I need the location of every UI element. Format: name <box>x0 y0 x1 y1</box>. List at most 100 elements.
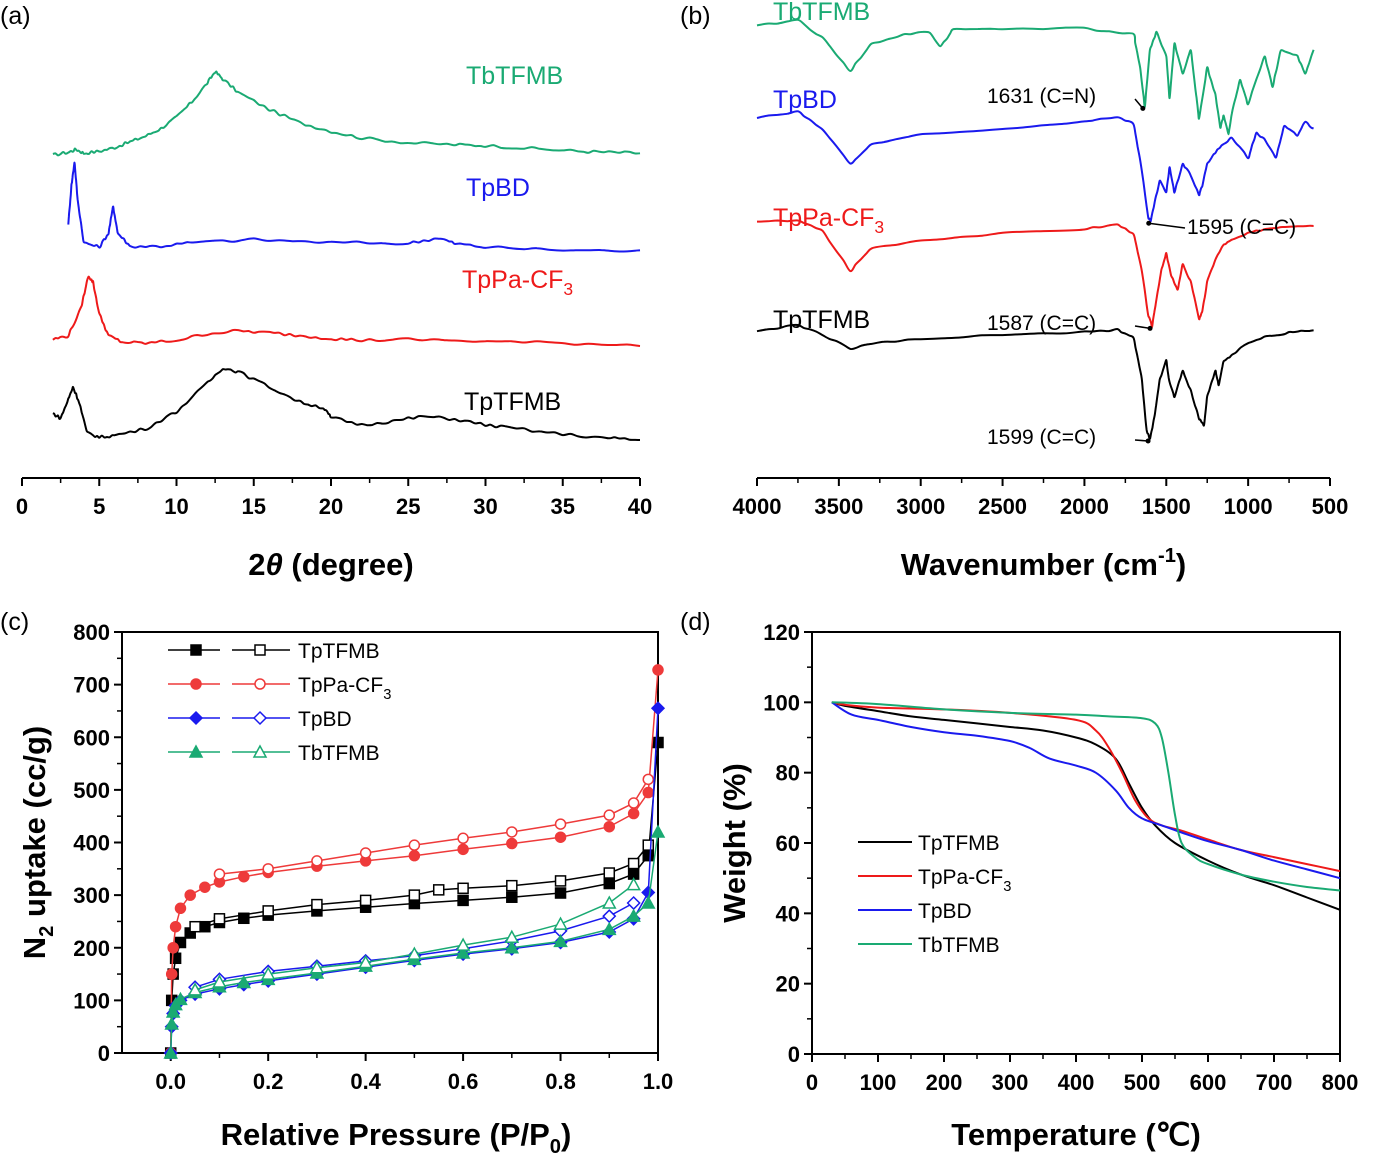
x-tick-label: 1.0 <box>643 1069 674 1094</box>
isotherm-point-TbTFMB <box>553 933 568 948</box>
y-tick-label: 400 <box>73 831 110 856</box>
isotherm-point-TpPa-CF3 <box>184 889 196 901</box>
peak-annotation: 1595 (C=C) <box>1187 216 1296 239</box>
series-label-TpBD: TpBD <box>466 174 530 202</box>
tga-line-TpTFMB <box>831 701 1341 911</box>
x-tick-label: 40 <box>628 494 652 519</box>
isotherm-point-TpBD <box>626 895 641 911</box>
isotherm-point-TpPa-CF3 <box>457 832 469 845</box>
annotation-arrow <box>1148 222 1186 229</box>
series-label-TpPa-CF3: TpPa-CF3 <box>462 266 573 299</box>
isotherm-point-TpPa-CF3 <box>642 786 655 799</box>
annotation-arrowhead <box>1146 220 1152 226</box>
isotherm-point-TpTFMB <box>457 894 469 907</box>
annotation-arrow <box>1134 325 1151 330</box>
x-axis-label: 2θ (degree) <box>248 547 413 582</box>
y-axis-label: N2 uptake (cc/g) <box>17 726 58 959</box>
isotherm-point-TbTFMB <box>504 940 520 954</box>
legend-label-TpTFMB: TpTFMB <box>298 640 380 663</box>
isotherm-point-TbTFMB <box>236 974 252 989</box>
legend-marker-filled <box>190 644 202 656</box>
y-tick-label: 500 <box>73 778 110 803</box>
legend-marker-filled <box>188 744 204 758</box>
y-tick-label: 300 <box>73 883 110 908</box>
isotherm-point-TpPa-CF3 <box>213 868 226 880</box>
x-tick-label: 0.0 <box>155 1069 186 1094</box>
x-tick-label: 15 <box>242 494 266 519</box>
isotherm-point-TbTFMB <box>164 1016 179 1030</box>
ftir-line-TpBD <box>756 110 1314 223</box>
isotherm-point-TpTFMB <box>652 736 664 749</box>
isotherm-point-TpTFMB <box>642 839 655 851</box>
isotherm-adsorption-TpPa-CF3 <box>169 669 659 1054</box>
isotherm-point-TpTFMB <box>432 884 445 896</box>
x-tick-label: 400 <box>1058 1070 1095 1095</box>
isotherm-point-TbTFMB <box>358 954 373 969</box>
x-tick-label: 0 <box>806 1070 818 1095</box>
legend-label-TpPa-CF3: TpPa-CF3 <box>298 674 391 703</box>
panel-label: (a) <box>0 2 31 30</box>
legend-marker-filled <box>190 678 202 690</box>
isotherm-point-TbTFMB <box>260 966 276 980</box>
y-axis-label: Weight (%) <box>717 763 752 923</box>
tga-line-TbTFMB <box>831 701 1341 892</box>
x-tick-label: 1500 <box>1142 494 1191 519</box>
isotherm-point-TpPa-CF3 <box>408 849 421 862</box>
x-axis-label: Wavenumber (cm-1) <box>901 545 1187 582</box>
series-label-TpPa-CF3: TpPa-CF3 <box>773 204 884 237</box>
peak-annotation: 1587 (C=C) <box>987 312 1096 335</box>
isotherm-point-TpPa-CF3 <box>627 797 640 809</box>
isotherm-point-TpTFMB <box>213 913 226 925</box>
isotherm-adsorption-TbTFMB <box>169 831 659 1054</box>
legend-marker-open <box>254 678 266 690</box>
x-tick-label: 3000 <box>896 494 945 519</box>
isotherm-point-TpTFMB <box>506 879 518 892</box>
isotherm-point-TpPa-CF3 <box>554 818 567 830</box>
x-tick-label: 2000 <box>1060 494 1109 519</box>
ftir-line-TpPa-CF3 <box>756 219 1314 329</box>
isotherm-point-TpBD <box>602 909 617 924</box>
isotherm-point-TpPa-CF3 <box>652 664 664 676</box>
isotherm-point-TpPa-CF3 <box>311 855 323 867</box>
xrd-line-TpBD <box>67 161 641 253</box>
x-tick-label: 500 <box>1312 494 1349 519</box>
isotherm-point-TbTFMB <box>650 824 666 838</box>
isotherm-point-TpPa-CF3 <box>603 820 616 833</box>
x-tick-label: 30 <box>473 494 497 519</box>
panel-d-tga: (d) 0 100 200 300 400 500 600 700 800 0 20 40 60 80 100… <box>680 608 1358 1152</box>
isotherm-point-TpPa-CF3 <box>408 839 421 851</box>
isotherm-point-TpPa-CF3 <box>457 843 469 856</box>
isotherm-point-TpPa-CF3 <box>199 881 211 893</box>
x-tick-label: 0 <box>16 494 28 519</box>
x-tick-label: 700 <box>1256 1070 1293 1095</box>
legend-label-TpPa-CF3: TpPa-CF3 <box>918 866 1011 895</box>
x-tick-label: 20 <box>319 494 343 519</box>
y-tick-label: 120 <box>763 620 800 645</box>
isotherm-point-TpTFMB <box>311 898 323 911</box>
isotherm-point-TbTFMB <box>455 937 471 951</box>
isotherm-point-TbTFMB <box>626 877 641 891</box>
y-tick-label: 100 <box>763 690 800 715</box>
isotherm-point-TpPa-CF3 <box>174 902 187 915</box>
peak-annotation: 1599 (C=C) <box>987 426 1096 449</box>
isotherm-point-TpPa-CF3 <box>262 863 274 875</box>
isotherm-point-TpPa-CF3 <box>642 773 655 786</box>
y-tick-label: 700 <box>73 673 110 698</box>
isotherm-point-TpPa-CF3 <box>169 920 182 933</box>
xrd-line-TbTFMB <box>52 70 641 157</box>
isotherm-desorption-TpPa-CF3 <box>219 778 649 875</box>
isotherm-point-TpTFMB <box>359 894 372 907</box>
isotherm-point-TpTFMB <box>627 857 640 870</box>
isotherm-point-TpTFMB <box>408 889 421 901</box>
isotherm-point-TpPa-CF3 <box>167 942 179 954</box>
isotherm-point-TpPa-CF3 <box>506 826 518 838</box>
x-tick-label: 0.6 <box>448 1069 479 1094</box>
x-tick-label: 4000 <box>733 494 782 519</box>
isotherm-point-TbTFMB <box>165 1004 181 1018</box>
y-tick-label: 0 <box>98 1041 110 1066</box>
x-axis-label: Temperature (℃) <box>951 1117 1201 1152</box>
x-tick-label: 500 <box>1124 1070 1161 1095</box>
isotherm-point-TpTFMB <box>262 905 274 917</box>
panel-a-xrd: (a) 0 5 10 15 20 25 30 35 40 2θ (degree) TbTFMB TpBD… <box>0 2 652 582</box>
isotherm-point-TpTFMB <box>603 867 616 879</box>
